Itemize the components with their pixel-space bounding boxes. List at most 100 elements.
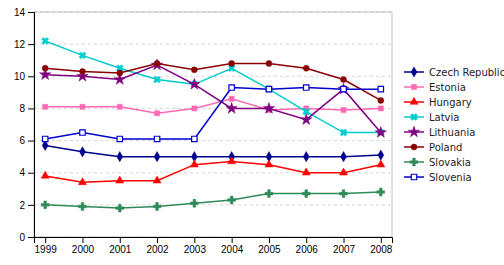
point: [340, 190, 348, 198]
point: [338, 127, 348, 137]
y-tick-label: 4: [19, 167, 25, 178]
y-tick-mark: [28, 108, 34, 109]
point: [266, 60, 272, 66]
y-tick-label: 10: [14, 71, 26, 82]
point: [153, 203, 161, 211]
x-tick-mark: [82, 237, 83, 243]
series: [41, 157, 385, 185]
point: [80, 147, 86, 157]
point: [228, 196, 236, 204]
point: [190, 160, 198, 167]
point: [190, 199, 198, 207]
x-tick-label: 2000: [72, 244, 95, 255]
point: [302, 168, 310, 175]
x-tick-label: 2001: [109, 244, 132, 255]
legend-label: Poland: [429, 142, 462, 153]
point: [116, 176, 124, 183]
point: [263, 102, 274, 113]
y-tick: 10: [14, 71, 34, 82]
point: [189, 79, 199, 89]
x-tick-mark: [45, 237, 46, 243]
point: [303, 65, 309, 71]
y-tick: 6: [19, 135, 34, 146]
x-tick: 2001: [109, 237, 132, 255]
point: [378, 97, 384, 103]
y-tick-label: 6: [19, 135, 25, 146]
grid-line: [34, 140, 392, 141]
x-tick-label: 2007: [333, 244, 356, 255]
series-line: [45, 41, 381, 133]
legend-label: Latvia: [429, 112, 459, 123]
legend-label: Slovakia: [429, 157, 471, 168]
series: [42, 85, 383, 142]
legend-item: Czech Republic: [404, 67, 504, 78]
x-tick: 2004: [221, 237, 244, 255]
point: [266, 86, 271, 91]
y-tick-label: 14: [14, 7, 26, 18]
point: [377, 188, 385, 196]
point: [302, 190, 310, 198]
x-tick-label: 1999: [35, 244, 58, 255]
marks: [40, 36, 387, 212]
point: [41, 201, 49, 209]
y-tick-label: 0: [19, 232, 25, 243]
x-axis-line: [35, 238, 393, 244]
point: [339, 168, 347, 175]
point: [154, 152, 160, 162]
grid: [34, 12, 392, 237]
x-tick-label: 2006: [296, 244, 319, 255]
x-tick-mark: [194, 237, 195, 243]
point: [226, 102, 237, 113]
x-tick-label: 2002: [146, 244, 169, 255]
legend-item: Hungary: [404, 97, 472, 108]
point: [378, 150, 384, 160]
point: [80, 130, 85, 135]
grid-line: [34, 44, 392, 45]
y-tick-label: 2: [19, 200, 25, 211]
point: [378, 106, 383, 111]
x-tick-mark: [157, 237, 158, 243]
y-tick: 12: [14, 39, 34, 50]
x-tick-mark: [306, 237, 307, 243]
x-tick: 1999: [35, 237, 58, 255]
point: [79, 68, 85, 74]
legend-item: Latvia: [404, 112, 459, 123]
legend-label: Lithuania: [429, 127, 475, 138]
point: [42, 136, 47, 141]
point: [42, 65, 48, 71]
series: [42, 140, 384, 161]
point: [154, 60, 160, 66]
point: [80, 104, 85, 109]
y-tick-mark: [28, 173, 34, 174]
point: [155, 111, 160, 116]
x-tick-mark: [269, 237, 270, 243]
x-tick-mark: [344, 237, 345, 243]
series-line: [45, 161, 381, 182]
x-tick: 2003: [184, 237, 207, 255]
y-tick-mark: [28, 237, 34, 238]
point: [117, 136, 122, 141]
y-tick-label: 8: [19, 103, 25, 114]
legend-marker: [411, 67, 417, 77]
y-tick: 4: [19, 167, 34, 178]
point: [229, 85, 234, 90]
point: [341, 107, 346, 112]
series: [40, 59, 387, 137]
point: [301, 114, 312, 125]
legend-label: Hungary: [429, 97, 472, 108]
x-tick-label: 2005: [258, 244, 281, 255]
series-line: [45, 145, 381, 156]
point: [79, 203, 87, 211]
point: [77, 50, 87, 60]
point: [377, 160, 385, 167]
series: [41, 188, 384, 212]
series: [42, 60, 384, 103]
y-tick-mark: [28, 76, 34, 77]
point: [41, 171, 49, 178]
legend-item: Poland: [404, 142, 462, 153]
point: [192, 106, 197, 111]
y-tick-mark: [28, 205, 34, 206]
y-axis: 0 2 4 6 8 10 12 14: [14, 7, 35, 243]
point: [189, 78, 200, 89]
grid-line: [34, 204, 392, 205]
